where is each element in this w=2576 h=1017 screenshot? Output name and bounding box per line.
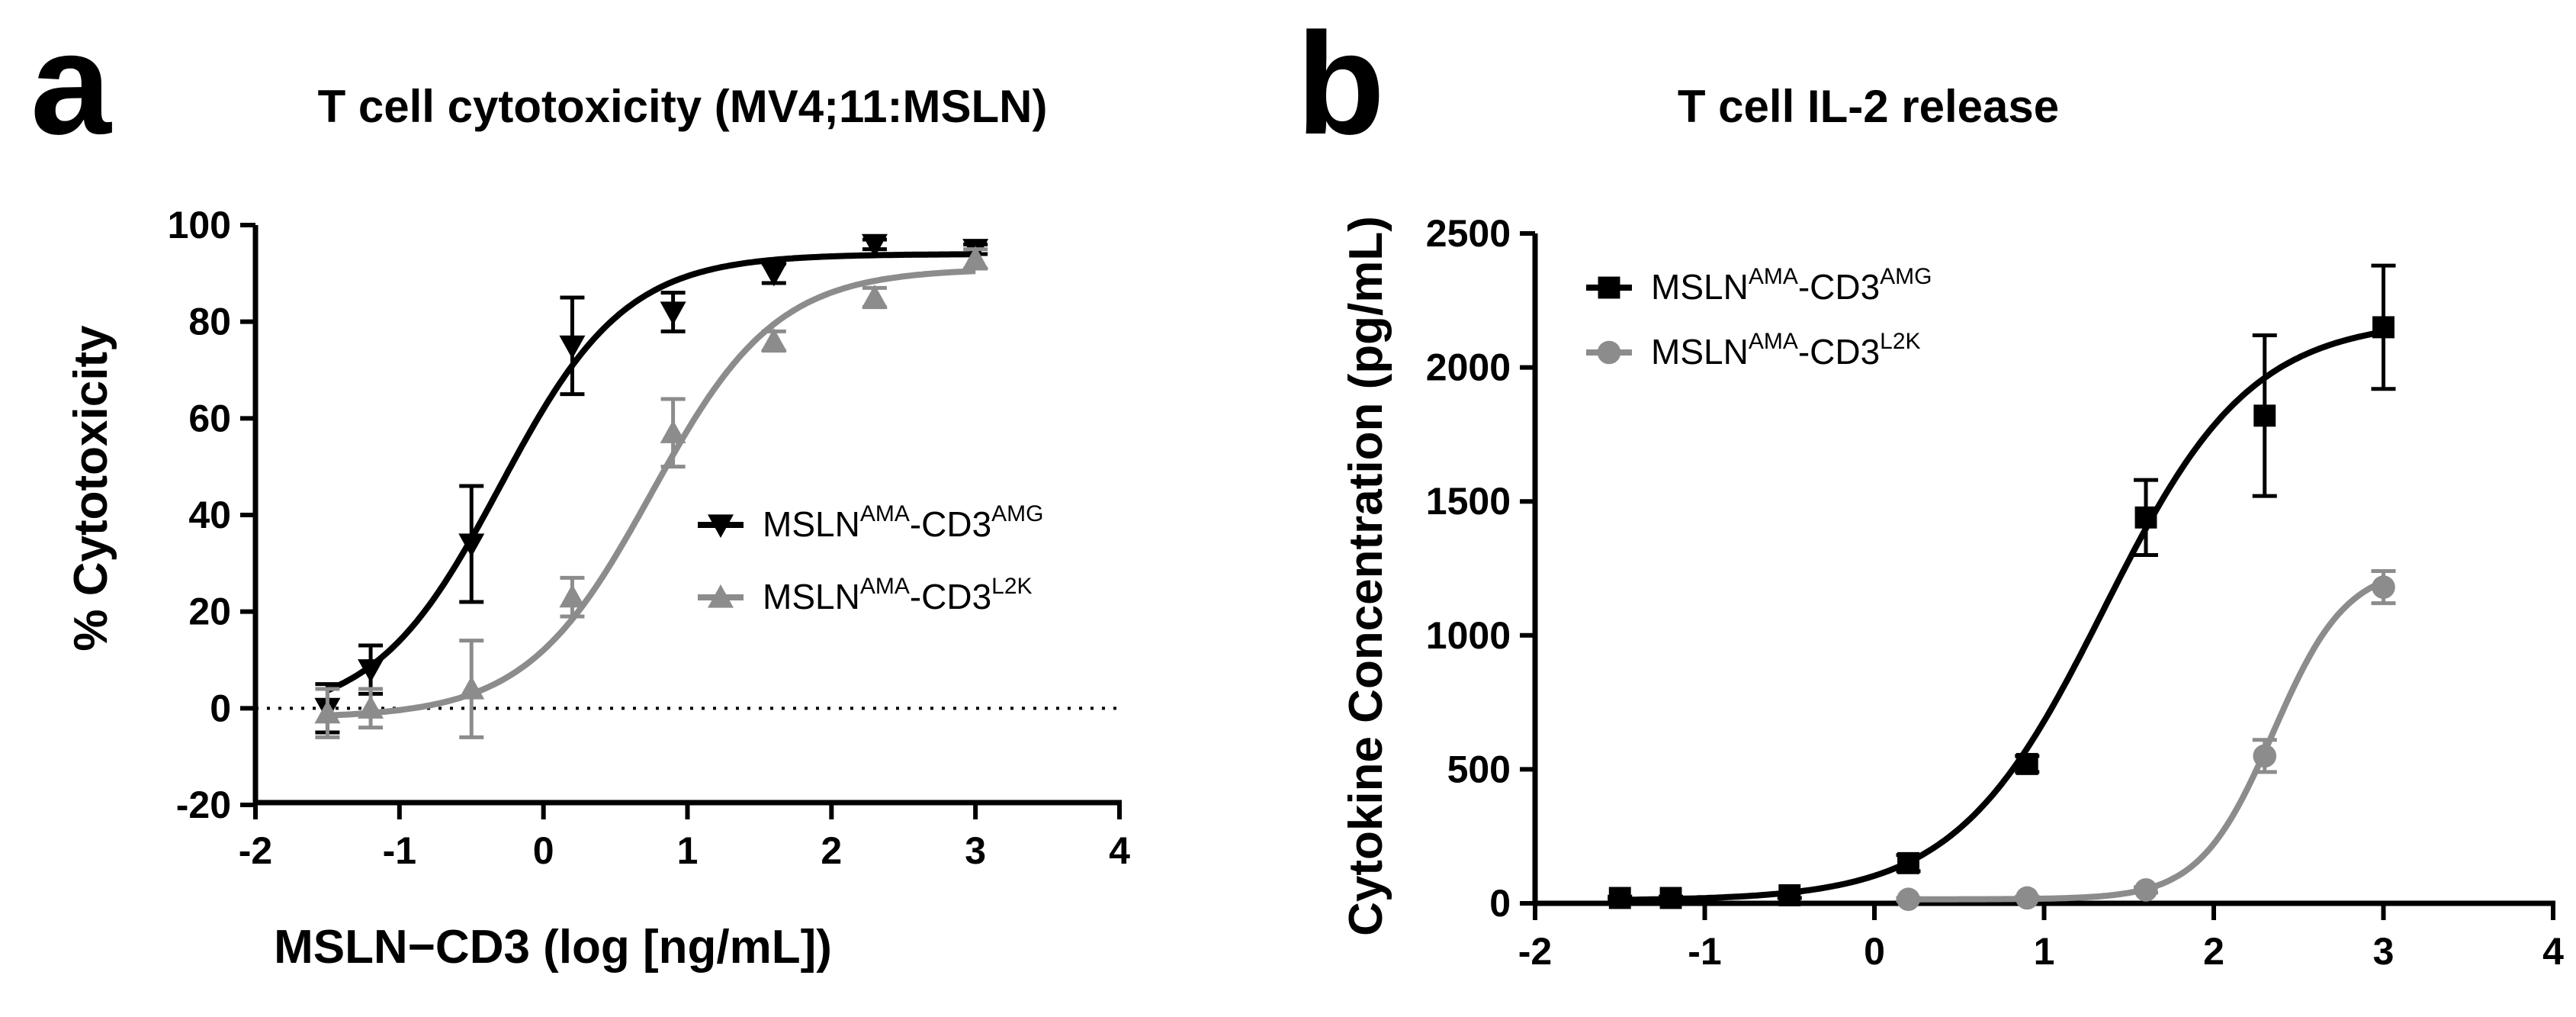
panel-b-y-axis-label: Cytokine Concentration (pg/mL): [1340, 216, 1392, 936]
panel-a-y-tick-label: -20: [176, 784, 231, 826]
panel-b-series-2-point: [2015, 886, 2039, 910]
panel-a-y-tick-label: 80: [188, 301, 231, 343]
panel-b-legend-label-1: MSLNAMA-CD3AMG: [1651, 264, 1932, 307]
panel-b-x-tick-label: -2: [1518, 930, 1552, 973]
panel-a-series-1-point: [660, 301, 686, 325]
panel-a-y-tick-label: 40: [188, 494, 231, 536]
panel-a-series-1-fit-curve: [326, 251, 976, 694]
panel-a-x-tick-label: 1: [677, 829, 699, 872]
panel-b-series-1-fit-curve: [1620, 329, 2385, 903]
panel-b-series-1-point: [1659, 887, 1682, 909]
panel-b-series-1-point: [1778, 884, 1801, 906]
panel-b-series-1-point: [2016, 752, 2038, 775]
panel-a-y-tick-label: 100: [168, 204, 231, 246]
panel-a-x-axis-label: MSLN−CD3 (log [ng/mL]): [274, 921, 832, 974]
panel-b-y-tick-label: 500: [1447, 748, 1511, 790]
panel-b-series-2-point: [2372, 575, 2395, 599]
panel-b-series-2-fit-curve: [1908, 578, 2385, 903]
panel-a-series-2-point: [358, 695, 384, 719]
panel-b-series-1-point: [2253, 404, 2276, 427]
panel-a-y-tick-label: 0: [210, 687, 231, 729]
panel-a-x-tick-label: 2: [821, 829, 842, 872]
panel-b-y-tick-label: 0: [1489, 882, 1511, 925]
panel-b-letter: b: [1296, 3, 1385, 165]
panel-a-series-2-point: [861, 285, 888, 308]
panel-b-x-tick-label: 4: [2542, 930, 2564, 973]
panel-a-series-1-point: [458, 533, 485, 557]
panel-a-series-1-point: [760, 262, 787, 287]
panel-b-series-1-point: [1897, 851, 1919, 874]
panel-b-series-1-point: [1608, 887, 1631, 909]
panel-b-x-tick-label: 0: [1864, 930, 1885, 973]
panel-b-plot: 0 500 1000 1500 2000 2500 -2 -1 0 1 2 3 4 MSLNAMA-CD3…: [1426, 212, 2564, 973]
panel-b-x-tick-label: -1: [1688, 930, 1721, 973]
panel-a-legend-marker: [708, 584, 734, 608]
panel-a-title: T cell cytotoxicity (MV4;11:MSLN): [318, 81, 1048, 132]
panel-a-letter: a: [31, 3, 112, 165]
panel-a-series-1-point: [861, 233, 888, 258]
panel-a-series-2-fit-curve: [327, 268, 976, 719]
panel-a-series-2-point: [559, 584, 586, 608]
panel-a-plot: -20 0 20 40 60 80 100 -2 -1 0 1 2 3 4 MSLNAMA-CD3AMG MS…: [168, 204, 1131, 872]
panel-b-x-tick-label: 2: [2203, 930, 2224, 973]
panel-a-legend-label-1: MSLNAMA-CD3AMG: [763, 501, 1044, 544]
panel-a-series-2-point: [962, 246, 989, 269]
panel-a-y-axis-label: % Cytotoxicity: [65, 325, 117, 652]
panel-b-x-tick-label: 1: [2034, 930, 2055, 973]
panel-a-y-tick-label: 20: [188, 591, 231, 633]
panel-b-x-tick-label: 3: [2373, 930, 2395, 973]
panel-b-series-1-point: [2372, 316, 2395, 339]
panel-a-y-tick-label: 60: [188, 397, 231, 439]
panel-a-series-2-point: [660, 420, 686, 443]
panel-a-x-tick-label: 4: [1109, 829, 1130, 872]
panel-a-series-2-point: [458, 676, 485, 700]
panel-a-x-tick-label: -1: [383, 829, 416, 872]
panel-b-y-tick-label: 2500: [1426, 212, 1511, 255]
panel-b-series-2-point: [2134, 878, 2158, 902]
panel-a-series-1-point: [358, 659, 384, 683]
panel-b-y-tick-label: 2000: [1426, 346, 1511, 389]
panel-a-legend-marker: [708, 514, 734, 538]
panel-b-legend-marker: [1598, 276, 1620, 299]
panel-b-y-tick-label: 1500: [1426, 480, 1511, 523]
panel-b-title: T cell IL-2 release: [1678, 81, 2059, 132]
panel-b-series-1-point: [2134, 506, 2157, 529]
panel-a-series-1-point: [559, 335, 586, 359]
panel-a-legend-label-2: MSLNAMA-CD3L2K: [763, 574, 1033, 616]
panel-a-x-tick-label: -2: [239, 829, 272, 872]
panel-b-legend-label-2: MSLNAMA-CD3L2K: [1651, 329, 1921, 372]
panel-b-series-2-point: [2253, 744, 2277, 768]
panel-a-x-tick-label: 3: [965, 829, 986, 872]
panel-b-series-2-point: [1897, 887, 1920, 912]
panel-b-legend-marker: [1597, 340, 1621, 365]
panel-a-series-2-point: [314, 700, 341, 724]
panel-b-y-tick-label: 1000: [1426, 614, 1511, 657]
panel-a-series-2-point: [760, 328, 787, 352]
panel-a-x-tick-label: 0: [533, 829, 554, 872]
